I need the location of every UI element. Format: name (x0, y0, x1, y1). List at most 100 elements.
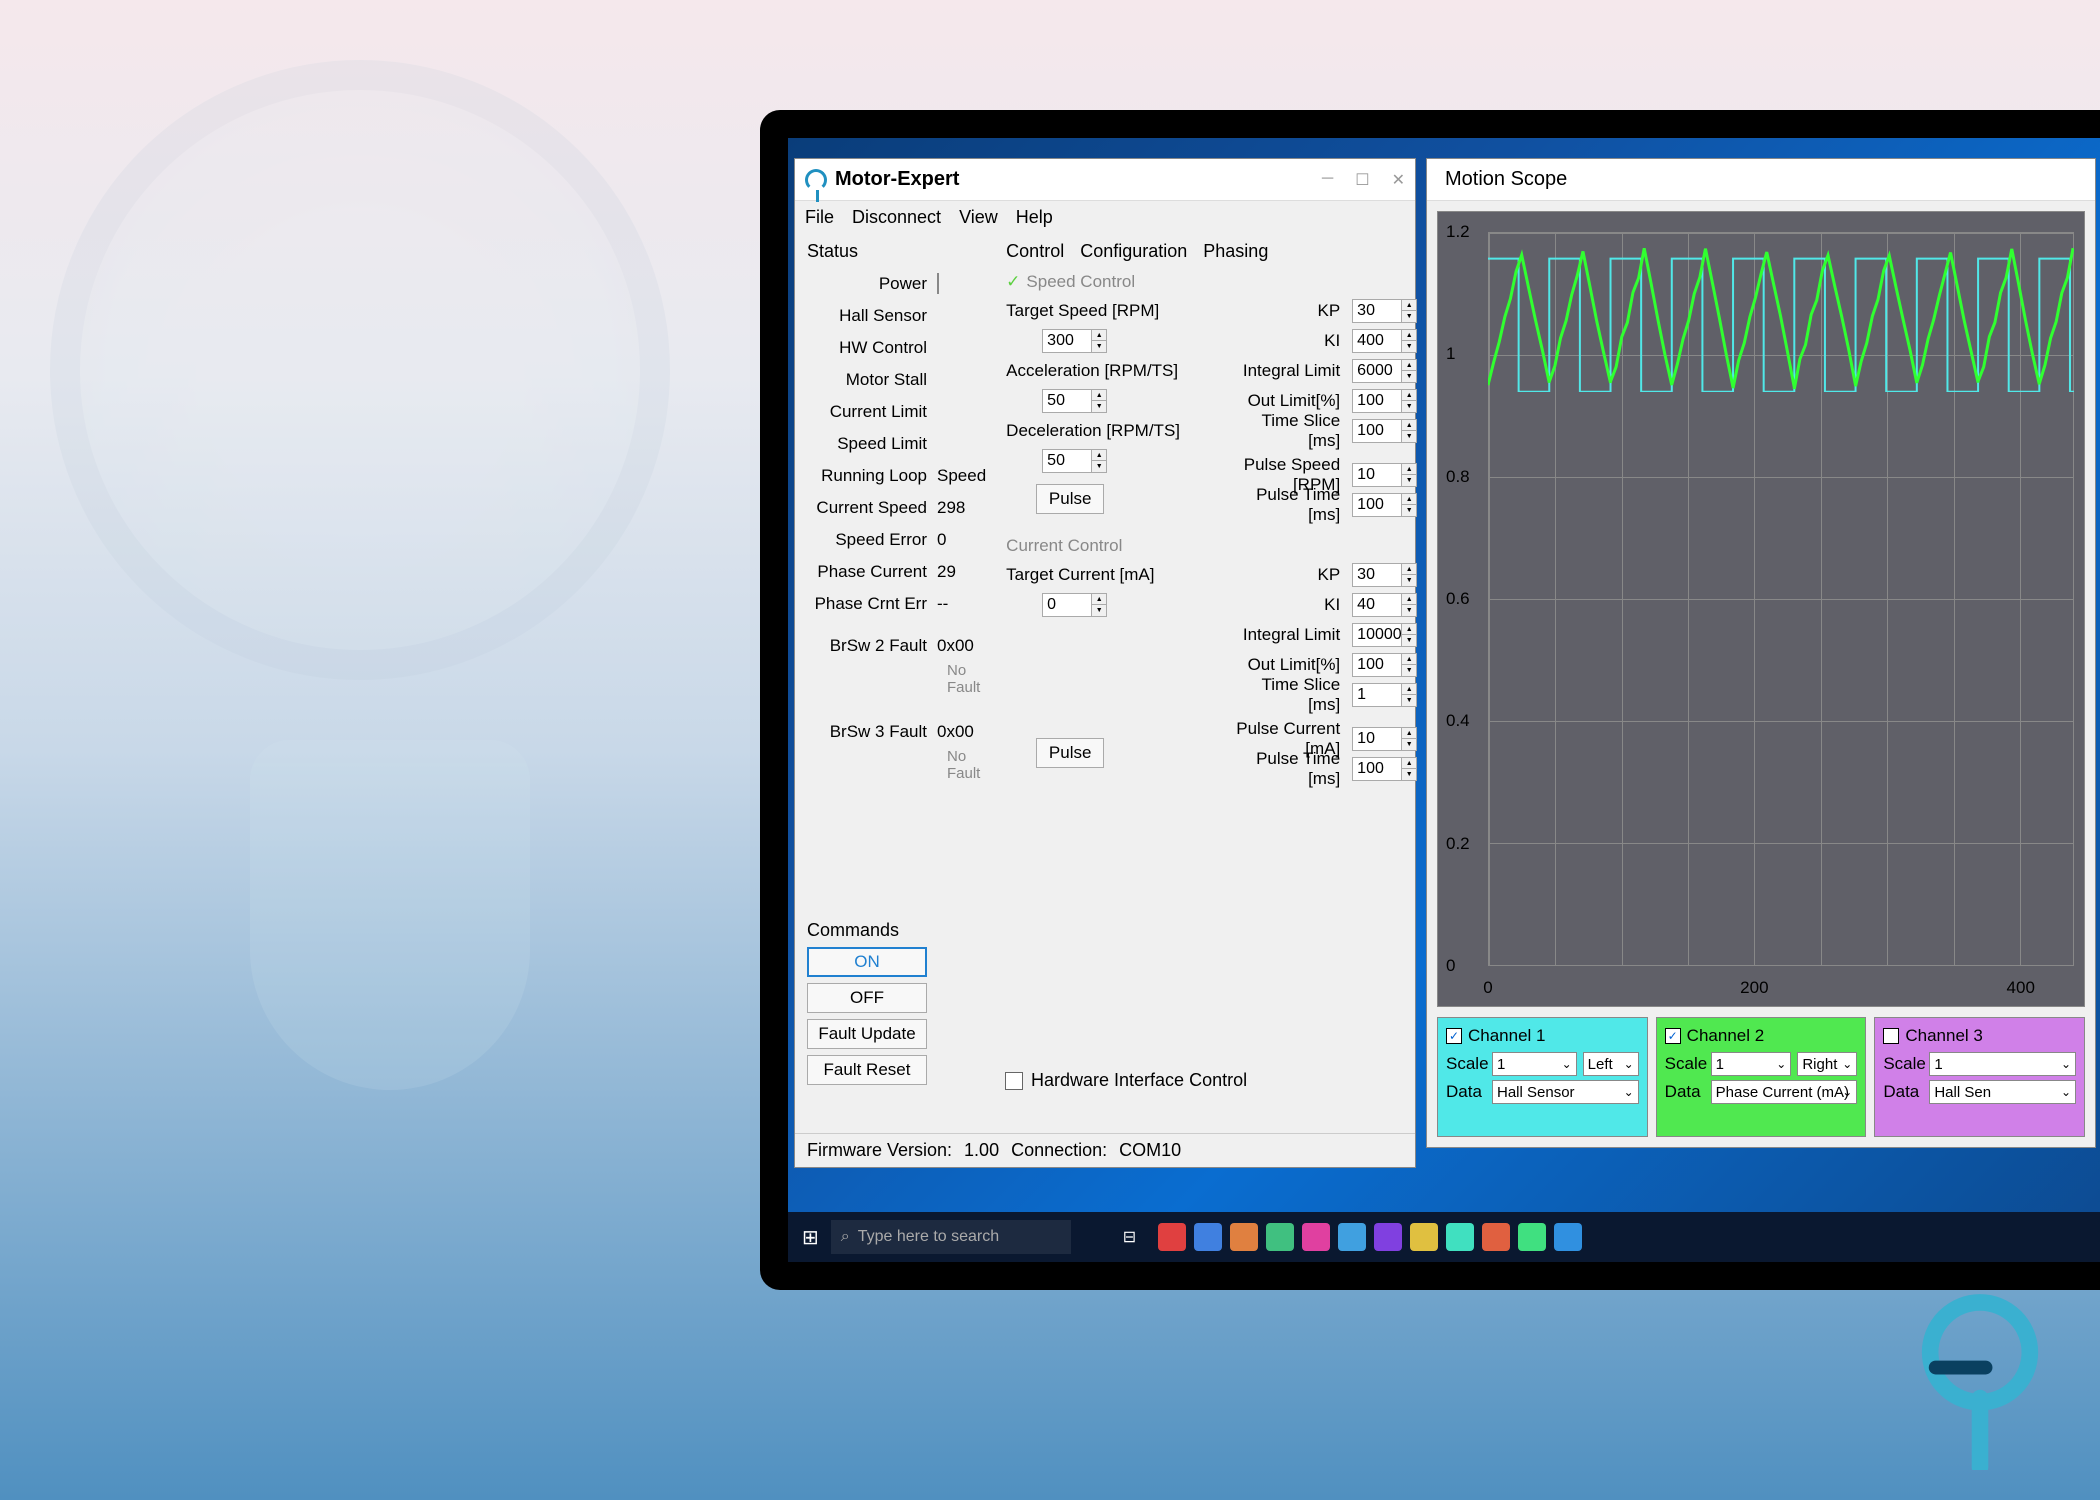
y-tick-label: 0.4 (1446, 711, 1470, 731)
speed-kp-input[interactable]: 30▲▼ (1352, 299, 1417, 323)
fault-reset-button[interactable]: Fault Reset (807, 1055, 927, 1085)
speed-time-slice-label: Time Slice [ms] (1226, 411, 1346, 451)
running-loop-label: Running Loop (807, 466, 937, 486)
ch1-side-select[interactable]: Left (1583, 1052, 1639, 1076)
maximize-icon[interactable]: ☐ (1355, 170, 1369, 190)
y-tick-label: 1.2 (1446, 222, 1470, 242)
tab-phasing[interactable]: Phasing (1203, 241, 1268, 262)
hwic-checkbox[interactable] (1005, 1072, 1023, 1090)
off-button[interactable]: OFF (807, 983, 927, 1013)
ch2-scale-label: Scale (1665, 1054, 1705, 1074)
pulse-speed-input[interactable]: 10▲▼ (1352, 463, 1417, 487)
current-pulse-button[interactable]: Pulse (1036, 738, 1104, 768)
channel-1-checkbox[interactable]: ✓ (1446, 1028, 1462, 1044)
monitor-frame: Motor-Expert ─ ☐ ✕ File Disconnect View … (760, 110, 2100, 1290)
current-out-limit-input[interactable]: 100▲▼ (1352, 653, 1417, 677)
ch3-scale-select[interactable]: 1 (1929, 1052, 2076, 1076)
ch2-data-label: Data (1665, 1082, 1705, 1102)
channel-panels: ✓Channel 1 Scale1Left DataHall Sensor ✓C… (1437, 1017, 2085, 1137)
speed-ki-input[interactable]: 400▲▼ (1352, 329, 1417, 353)
tab-configuration[interactable]: Configuration (1080, 241, 1187, 262)
taskbar-app-icon[interactable] (1518, 1223, 1546, 1251)
close-icon[interactable]: ✕ (1392, 170, 1405, 190)
ch1-scale-select[interactable]: 1 (1492, 1052, 1577, 1076)
taskbar-app-icon[interactable] (1266, 1223, 1294, 1251)
minimize-icon[interactable]: ─ (1322, 170, 1333, 190)
taskbar-app-icon[interactable] (1374, 1223, 1402, 1251)
brsw3-label: BrSw 3 Fault (807, 722, 937, 742)
ch2-scale-select[interactable]: 1 (1711, 1052, 1792, 1076)
taskbar-app-icon[interactable] (1446, 1223, 1474, 1251)
window-title: Motor-Expert (835, 168, 959, 191)
deceleration-input[interactable]: 50▲▼ (1042, 449, 1107, 473)
current-time-slice-input[interactable]: 1▲▼ (1352, 683, 1417, 707)
current-pulse-time-input[interactable]: 100▲▼ (1352, 757, 1417, 781)
acceleration-input[interactable]: 50▲▼ (1042, 389, 1107, 413)
taskbar-search[interactable]: ⌕ Type here to search (831, 1220, 1071, 1254)
taskbar-app-icon[interactable] (1338, 1223, 1366, 1251)
taskbar-app-icon[interactable] (1410, 1223, 1438, 1251)
menu-disconnect[interactable]: Disconnect (852, 207, 941, 228)
current-ki-label: KI (1226, 595, 1346, 615)
control-panel: Control Configuration Phasing ✓Speed Con… (996, 241, 1417, 1123)
x-tick-label: 0 (1483, 978, 1492, 998)
speed-time-slice-input[interactable]: 100▲▼ (1352, 419, 1417, 443)
scope-chart: 00.20.40.60.811.2 0200400 (1437, 211, 2085, 1007)
fault-update-button[interactable]: Fault Update (807, 1019, 927, 1049)
speed-kp-label: KP (1226, 301, 1346, 321)
menu-file[interactable]: File (805, 207, 834, 228)
task-view-icon[interactable]: ⊟ (1123, 1227, 1136, 1247)
ch1-data-select[interactable]: Hall Sensor (1492, 1080, 1639, 1104)
menu-view[interactable]: View (959, 207, 998, 228)
waveform-svg (1488, 232, 2074, 392)
channel-2-checkbox[interactable]: ✓ (1665, 1028, 1681, 1044)
channel-3-panel: Channel 3 Scale1 DataHall Sen (1874, 1017, 2085, 1137)
speed-integral-limit-input[interactable]: 6000▲▼ (1352, 359, 1417, 383)
hw-control-label: HW Control (807, 338, 937, 358)
speed-out-limit-input[interactable]: 100▲▼ (1352, 389, 1417, 413)
ch3-scale-label: Scale (1883, 1054, 1923, 1074)
titlebar[interactable]: Motor-Expert ─ ☐ ✕ (795, 159, 1415, 201)
search-placeholder: Type here to search (858, 1228, 999, 1246)
scope-titlebar[interactable]: Motion Scope (1427, 159, 2095, 201)
speed-error-value: 0 (937, 530, 986, 550)
speed-pulse-button[interactable]: Pulse (1036, 484, 1104, 514)
taskbar-app-icon[interactable] (1482, 1223, 1510, 1251)
start-button-icon[interactable]: ⊞ (802, 1225, 819, 1250)
x-tick-label: 200 (1740, 978, 1768, 998)
desktop: Motor-Expert ─ ☐ ✕ File Disconnect View … (788, 138, 2100, 1262)
hardware-interface-control[interactable]: Hardware Interface Control (1005, 1070, 1247, 1091)
search-icon: ⌕ (841, 1228, 850, 1246)
channel-3-checkbox[interactable] (1883, 1028, 1899, 1044)
taskbar-app-icon[interactable] (1302, 1223, 1330, 1251)
current-kp-input[interactable]: 30▲▼ (1352, 563, 1417, 587)
current-limit-label: Current Limit (807, 402, 937, 422)
fan-photo-placeholder (50, 60, 730, 1460)
target-current-input[interactable]: 0▲▼ (1042, 593, 1107, 617)
target-speed-input[interactable]: 300▲▼ (1042, 329, 1107, 353)
current-ki-input[interactable]: 40▲▼ (1352, 593, 1417, 617)
tab-control[interactable]: Control (1006, 241, 1064, 262)
current-pulse-time-label: Pulse Time [ms] (1226, 749, 1346, 789)
pulse-current-input[interactable]: 10▲▼ (1352, 727, 1417, 751)
phase-current-value: 29 (937, 562, 986, 582)
ch2-side-select[interactable]: Right (1797, 1052, 1857, 1076)
phase-current-label: Phase Current (807, 562, 937, 582)
app-logo-icon (805, 169, 827, 191)
taskbar-app-icon[interactable] (1158, 1223, 1186, 1251)
taskbar-app-icon[interactable] (1554, 1223, 1582, 1251)
current-kp-label: KP (1226, 565, 1346, 585)
menubar: File Disconnect View Help (795, 201, 1415, 233)
taskbar-app-icon[interactable] (1194, 1223, 1222, 1251)
menu-help[interactable]: Help (1016, 207, 1053, 228)
status-bar: Firmware Version: 1.00 Connection: COM10 (795, 1133, 1415, 1167)
ch2-data-select[interactable]: Phase Current (mA) (1711, 1080, 1858, 1104)
ch3-data-select[interactable]: Hall Sen (1929, 1080, 2076, 1104)
taskbar-app-icon[interactable] (1230, 1223, 1258, 1251)
current-speed-value: 298 (937, 498, 986, 518)
current-integral-limit-input[interactable]: 10000▲▼ (1352, 623, 1417, 647)
status-heading: Status (807, 241, 986, 262)
speed-pulse-time-input[interactable]: 100▲▼ (1352, 493, 1417, 517)
on-button[interactable]: ON (807, 947, 927, 977)
brsw2-nofault: No Fault (947, 662, 986, 696)
